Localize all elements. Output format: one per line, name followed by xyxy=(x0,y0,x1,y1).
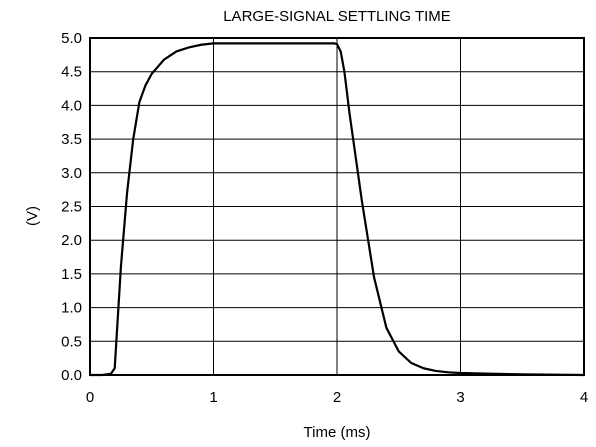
x-axis-label: Time (ms) xyxy=(303,424,371,441)
y-tick-label: 4.5 xyxy=(61,64,82,81)
x-tick-label: 1 xyxy=(209,389,217,406)
y-tick-label: 0.0 xyxy=(61,367,82,384)
x-tick-label: 2 xyxy=(333,389,341,406)
chart-title: LARGE-SIGNAL SETTLING TIME xyxy=(223,8,451,25)
y-tick-label: 3.0 xyxy=(61,165,82,182)
series-line xyxy=(88,42,586,377)
y-tick-label: 5.0 xyxy=(61,30,82,47)
y-tick-label: 4.0 xyxy=(61,97,82,114)
y-tick-label: 2.5 xyxy=(61,199,82,216)
plot-frame xyxy=(89,37,585,376)
y-tick-label: 0.5 xyxy=(61,333,82,350)
y-tick-label: 1.5 xyxy=(61,266,82,283)
y-tick-label: 1.0 xyxy=(61,300,82,317)
x-tick-label: 4 xyxy=(580,389,588,406)
x-tick-label: 3 xyxy=(456,389,464,406)
y-tick-label: 2.0 xyxy=(61,232,82,249)
x-tick-label: 0 xyxy=(86,389,94,406)
y-tick-label: 3.5 xyxy=(61,131,82,148)
